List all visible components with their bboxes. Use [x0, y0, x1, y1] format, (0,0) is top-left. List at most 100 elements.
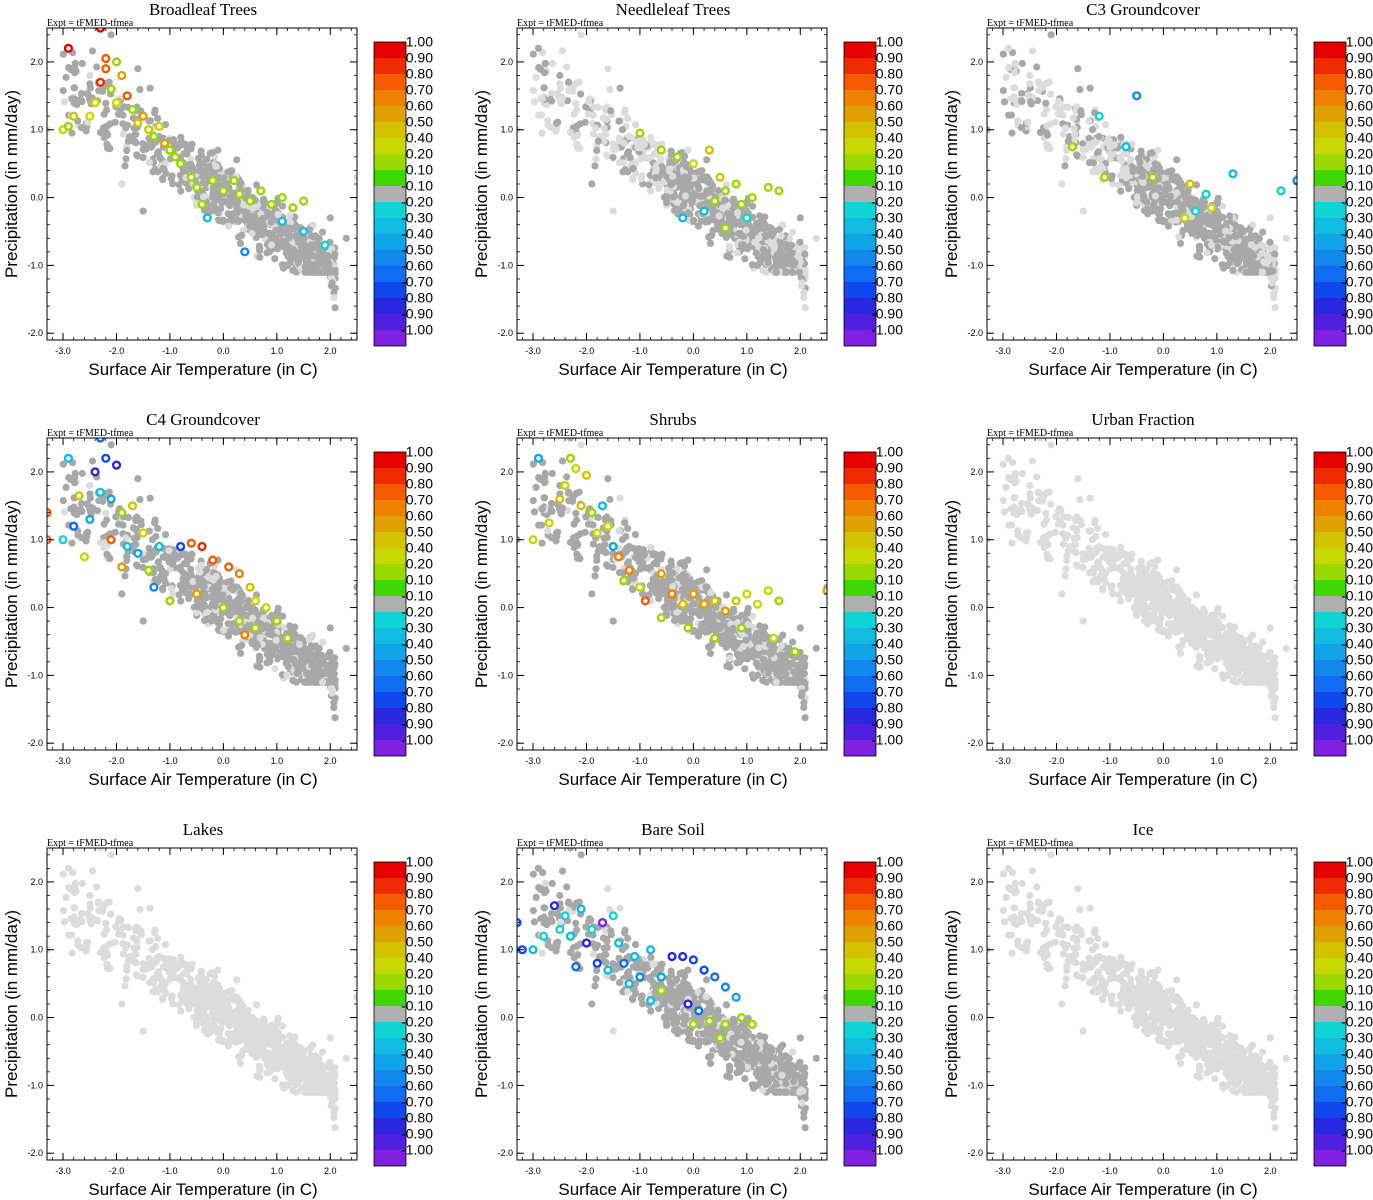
colorbar-swatch — [844, 58, 876, 74]
gray-point — [256, 244, 264, 252]
colorbar-swatch — [374, 548, 406, 564]
gray-point — [1018, 59, 1026, 68]
gray-point — [666, 158, 674, 166]
colorbar-swatch — [844, 186, 876, 202]
gray-point — [577, 31, 585, 39]
colored-point — [277, 216, 287, 226]
colored-point — [117, 562, 127, 572]
colored-point — [135, 421, 142, 428]
colored-point — [250, 623, 261, 633]
gray-point — [60, 508, 69, 516]
gray-point — [1074, 65, 1082, 73]
gray-point — [159, 574, 167, 583]
colorbar-label: 0.40 — [876, 130, 903, 146]
colored-point — [79, 552, 90, 562]
gray-point — [714, 186, 722, 194]
y-tick-label: 1.0 — [30, 125, 43, 135]
colorbar-label: 0.10 — [1346, 162, 1373, 178]
experiment-label: Expt = tFMED-tfmea — [517, 428, 604, 439]
gray-point — [604, 65, 612, 73]
colored-point — [74, 491, 84, 501]
gray-point — [1173, 216, 1181, 224]
x-axis-label: Surface Air Temperature (in C) — [1028, 360, 1257, 379]
x-axis-label: Surface Air Temperature (in C) — [88, 360, 317, 379]
gray-point — [312, 678, 320, 686]
colorbar-label: 0.20 — [876, 146, 903, 162]
colorbar-label: 0.40 — [406, 130, 433, 146]
gray-point — [256, 663, 264, 671]
gray-point — [252, 181, 261, 189]
gray-point — [1047, 31, 1055, 39]
gray-point — [107, 31, 115, 39]
gray-point — [308, 251, 316, 259]
gray-point — [741, 255, 749, 263]
colorbar-label: 0.70 — [406, 82, 433, 98]
gray-point — [682, 162, 690, 170]
y-tick-label: 1.0 — [500, 125, 513, 135]
gray-point — [1101, 121, 1110, 129]
gray-point — [1211, 255, 1219, 263]
gray-point — [1207, 241, 1216, 249]
gray-point — [592, 155, 600, 163]
gray-point — [999, 87, 1007, 95]
colored-point — [186, 172, 196, 182]
gray-point — [653, 560, 661, 568]
colorbar-swatch — [374, 644, 406, 660]
x-tick-label: -1.0 — [1102, 346, 1118, 356]
gray-point — [681, 192, 689, 200]
colorbar-swatch — [1314, 250, 1346, 266]
gray-point — [796, 214, 804, 222]
gray-point — [1008, 129, 1016, 137]
gray-point — [214, 209, 222, 217]
gray-point — [327, 684, 335, 692]
gray-point — [1203, 249, 1211, 257]
gray-point — [1226, 212, 1234, 220]
gray-point — [188, 140, 196, 148]
gray-point — [1172, 173, 1180, 181]
gray-point — [212, 162, 220, 170]
colorbar-label: 0.50 — [876, 114, 903, 130]
colored-point — [763, 182, 773, 193]
colored-point — [102, 414, 109, 421]
gray-point — [1196, 244, 1204, 252]
gray-point — [65, 64, 73, 72]
y-tick-label: 2.0 — [970, 57, 983, 67]
gray-point — [782, 260, 790, 268]
gray-point — [353, 583, 357, 591]
gray-point — [609, 207, 617, 215]
gray-point — [540, 69, 549, 77]
colored-point — [165, 145, 175, 155]
gray-point — [574, 131, 582, 139]
colorbar-label: -0.50 — [871, 242, 903, 258]
gray-point — [570, 110, 578, 118]
colorbar-label: 0.60 — [876, 98, 903, 114]
gray-point — [239, 207, 247, 215]
gray-point — [129, 524, 137, 532]
gray-point — [1213, 243, 1222, 251]
gray-point — [182, 575, 190, 583]
colorbar-swatch — [844, 122, 876, 138]
colorbar-label: -0.80 — [1341, 290, 1373, 306]
gray-point — [267, 218, 275, 226]
gray-point — [684, 209, 692, 217]
gray-point — [180, 550, 188, 558]
gray-point — [609, 140, 617, 148]
gray-point — [289, 266, 297, 274]
gray-point — [185, 595, 193, 603]
gray-point — [1122, 179, 1130, 187]
gray-point — [1105, 137, 1113, 145]
gray-point — [123, 146, 131, 155]
gray-point — [781, 243, 789, 251]
y-tick-label: -2.0 — [27, 738, 43, 748]
colorbar-swatch — [1314, 58, 1346, 74]
colorbar-swatch — [374, 484, 406, 500]
gray-point — [112, 513, 120, 521]
gray-point — [1085, 117, 1093, 125]
gray-point — [652, 165, 660, 173]
gray-point — [756, 218, 764, 227]
gray-point — [311, 653, 319, 661]
gray-point — [1077, 107, 1085, 115]
gray-point — [1082, 145, 1090, 153]
gray-point — [696, 192, 705, 200]
gray-point — [183, 150, 191, 158]
